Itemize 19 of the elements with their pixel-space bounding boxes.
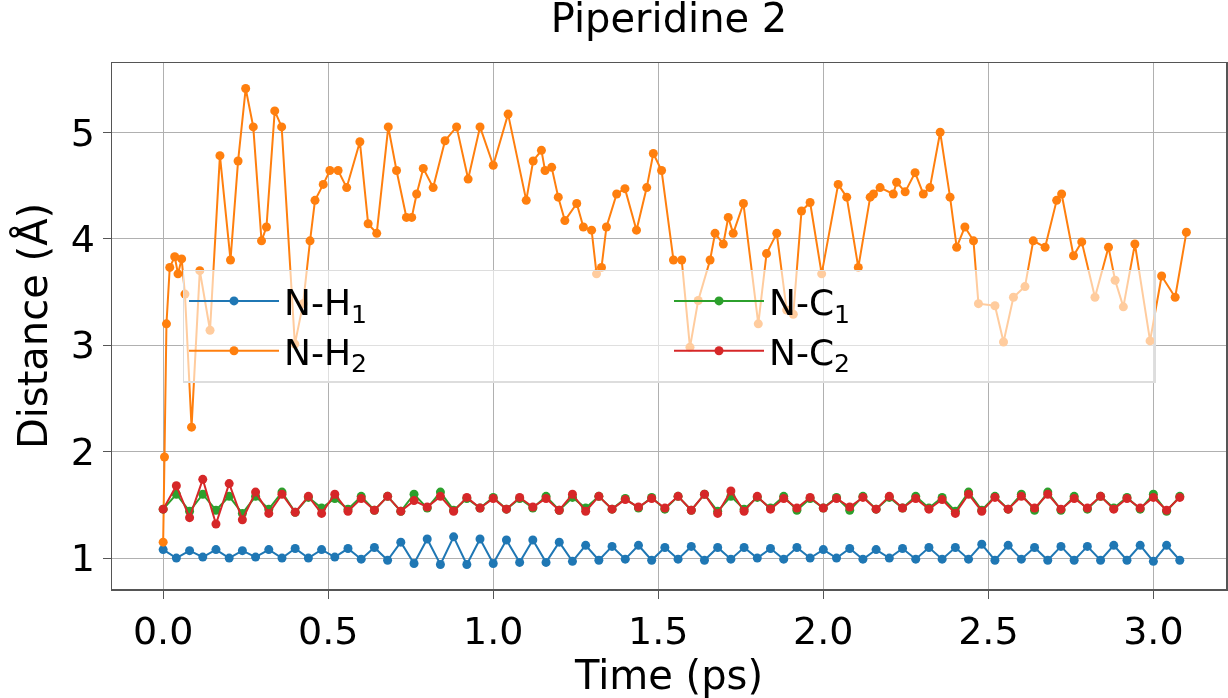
- x-axis-title: Time (ps): [573, 652, 764, 698]
- legend-label: N-C$_{2}$: [769, 331, 851, 379]
- y-tick-label: 3: [70, 323, 95, 368]
- x-tick-label: 2.5: [958, 609, 1019, 654]
- x-tick-label: 1.5: [628, 609, 689, 654]
- x-tick-label: 2.0: [793, 609, 854, 654]
- y-tick-label: 1: [70, 536, 95, 581]
- x-tick-label: 3.0: [1123, 609, 1184, 654]
- legend-label: N-C$_{1}$: [769, 281, 851, 329]
- legend-label: N-H$_{2}$: [284, 331, 368, 379]
- y-tick-label: 2: [70, 429, 95, 474]
- x-tick-label: 1.0: [463, 609, 524, 654]
- x-tick-label: 0.0: [132, 609, 194, 654]
- legend-label: N-H$_{1}$: [284, 281, 368, 329]
- chart-title: Piperidine 2: [550, 0, 788, 41]
- x-tick-label: 0.5: [297, 609, 359, 654]
- y-tick-label: 5: [70, 110, 95, 155]
- y-tick-label: 4: [70, 216, 95, 261]
- y-axis-title: Distance (Å): [9, 202, 57, 450]
